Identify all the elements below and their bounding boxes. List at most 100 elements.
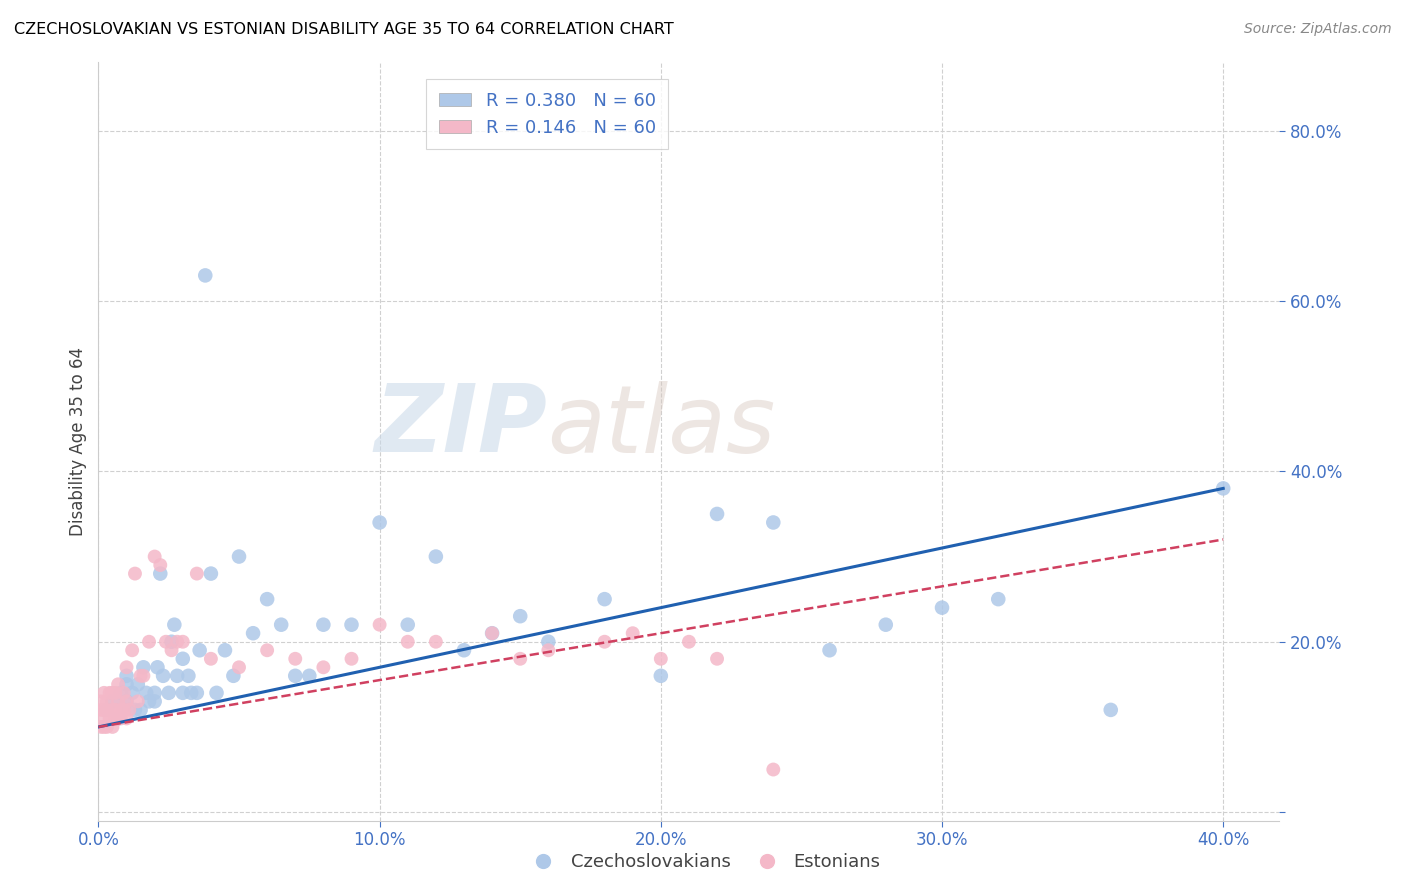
Point [228, 660, 250, 674]
Point [453, 643, 475, 657]
Point [1099, 703, 1122, 717]
Point [312, 660, 335, 674]
Point [93, 711, 115, 725]
Legend: R = 0.380   N = 60, R = 0.146   N = 60: R = 0.380 N = 60, R = 0.146 N = 60 [426, 79, 668, 149]
Point [481, 626, 503, 640]
Point [186, 686, 208, 700]
Point [129, 669, 152, 683]
Point [107, 711, 129, 725]
Point [172, 634, 194, 648]
Point [509, 609, 531, 624]
Point [172, 686, 194, 700]
Point [138, 634, 160, 648]
Point [115, 694, 138, 708]
Point [98, 686, 121, 700]
Point [124, 703, 146, 717]
Point [537, 643, 560, 657]
Point [96, 720, 118, 734]
Point [149, 558, 172, 572]
Point [650, 652, 672, 666]
Point [987, 592, 1010, 607]
Point [138, 694, 160, 708]
Point [127, 677, 149, 691]
Point [222, 669, 245, 683]
Point [101, 703, 124, 717]
Point [762, 763, 785, 777]
Point [270, 617, 292, 632]
Point [98, 711, 121, 725]
Point [112, 686, 135, 700]
Text: Source: ZipAtlas.com: Source: ZipAtlas.com [1244, 22, 1392, 37]
Point [396, 617, 419, 632]
Point [96, 703, 118, 717]
Point [396, 634, 419, 648]
Point [107, 711, 129, 725]
Point [115, 694, 138, 708]
Point [228, 549, 250, 564]
Point [93, 703, 115, 717]
Point [163, 617, 186, 632]
Point [875, 617, 897, 632]
Point [340, 617, 363, 632]
Point [107, 694, 129, 708]
Point [298, 669, 321, 683]
Point [368, 617, 391, 632]
Point [177, 669, 200, 683]
Point [205, 686, 228, 700]
Point [104, 711, 127, 725]
Point [368, 516, 391, 530]
Point [160, 643, 183, 657]
Point [706, 507, 728, 521]
Point [90, 703, 112, 717]
Point [115, 669, 138, 683]
Y-axis label: Disability Age 35 to 64: Disability Age 35 to 64 [69, 347, 87, 536]
Text: atlas: atlas [547, 381, 776, 472]
Point [146, 660, 169, 674]
Point [96, 694, 118, 708]
Point [115, 677, 138, 691]
Point [194, 268, 217, 283]
Point [104, 703, 127, 717]
Point [127, 694, 149, 708]
Point [200, 566, 222, 581]
Point [242, 626, 264, 640]
Point [101, 686, 124, 700]
Text: CZECHOSLOVAKIAN VS ESTONIAN DISABILITY AGE 35 TO 64 CORRELATION CHART: CZECHOSLOVAKIAN VS ESTONIAN DISABILITY A… [14, 22, 673, 37]
Point [107, 677, 129, 691]
Point [115, 660, 138, 674]
Point [188, 643, 211, 657]
Point [931, 600, 953, 615]
Point [112, 703, 135, 717]
Point [124, 566, 146, 581]
Point [112, 703, 135, 717]
Point [172, 652, 194, 666]
Point [110, 711, 132, 725]
Point [1212, 482, 1234, 496]
Point [132, 660, 155, 674]
Point [762, 516, 785, 530]
Point [132, 669, 155, 683]
Point [256, 643, 278, 657]
Point [155, 634, 177, 648]
Point [425, 549, 447, 564]
Point [166, 634, 188, 648]
Point [425, 634, 447, 648]
Point [121, 686, 143, 700]
Point [256, 592, 278, 607]
Legend: Czechoslovakians, Estonians: Czechoslovakians, Estonians [519, 847, 887, 879]
Point [593, 592, 616, 607]
Point [200, 652, 222, 666]
Point [143, 694, 166, 708]
Point [149, 566, 172, 581]
Point [340, 652, 363, 666]
Point [180, 686, 202, 700]
Point [593, 634, 616, 648]
Point [90, 720, 112, 734]
Point [104, 686, 127, 700]
Point [312, 617, 335, 632]
Point [118, 703, 141, 717]
Point [160, 634, 183, 648]
Point [115, 711, 138, 725]
Point [481, 626, 503, 640]
Point [143, 549, 166, 564]
